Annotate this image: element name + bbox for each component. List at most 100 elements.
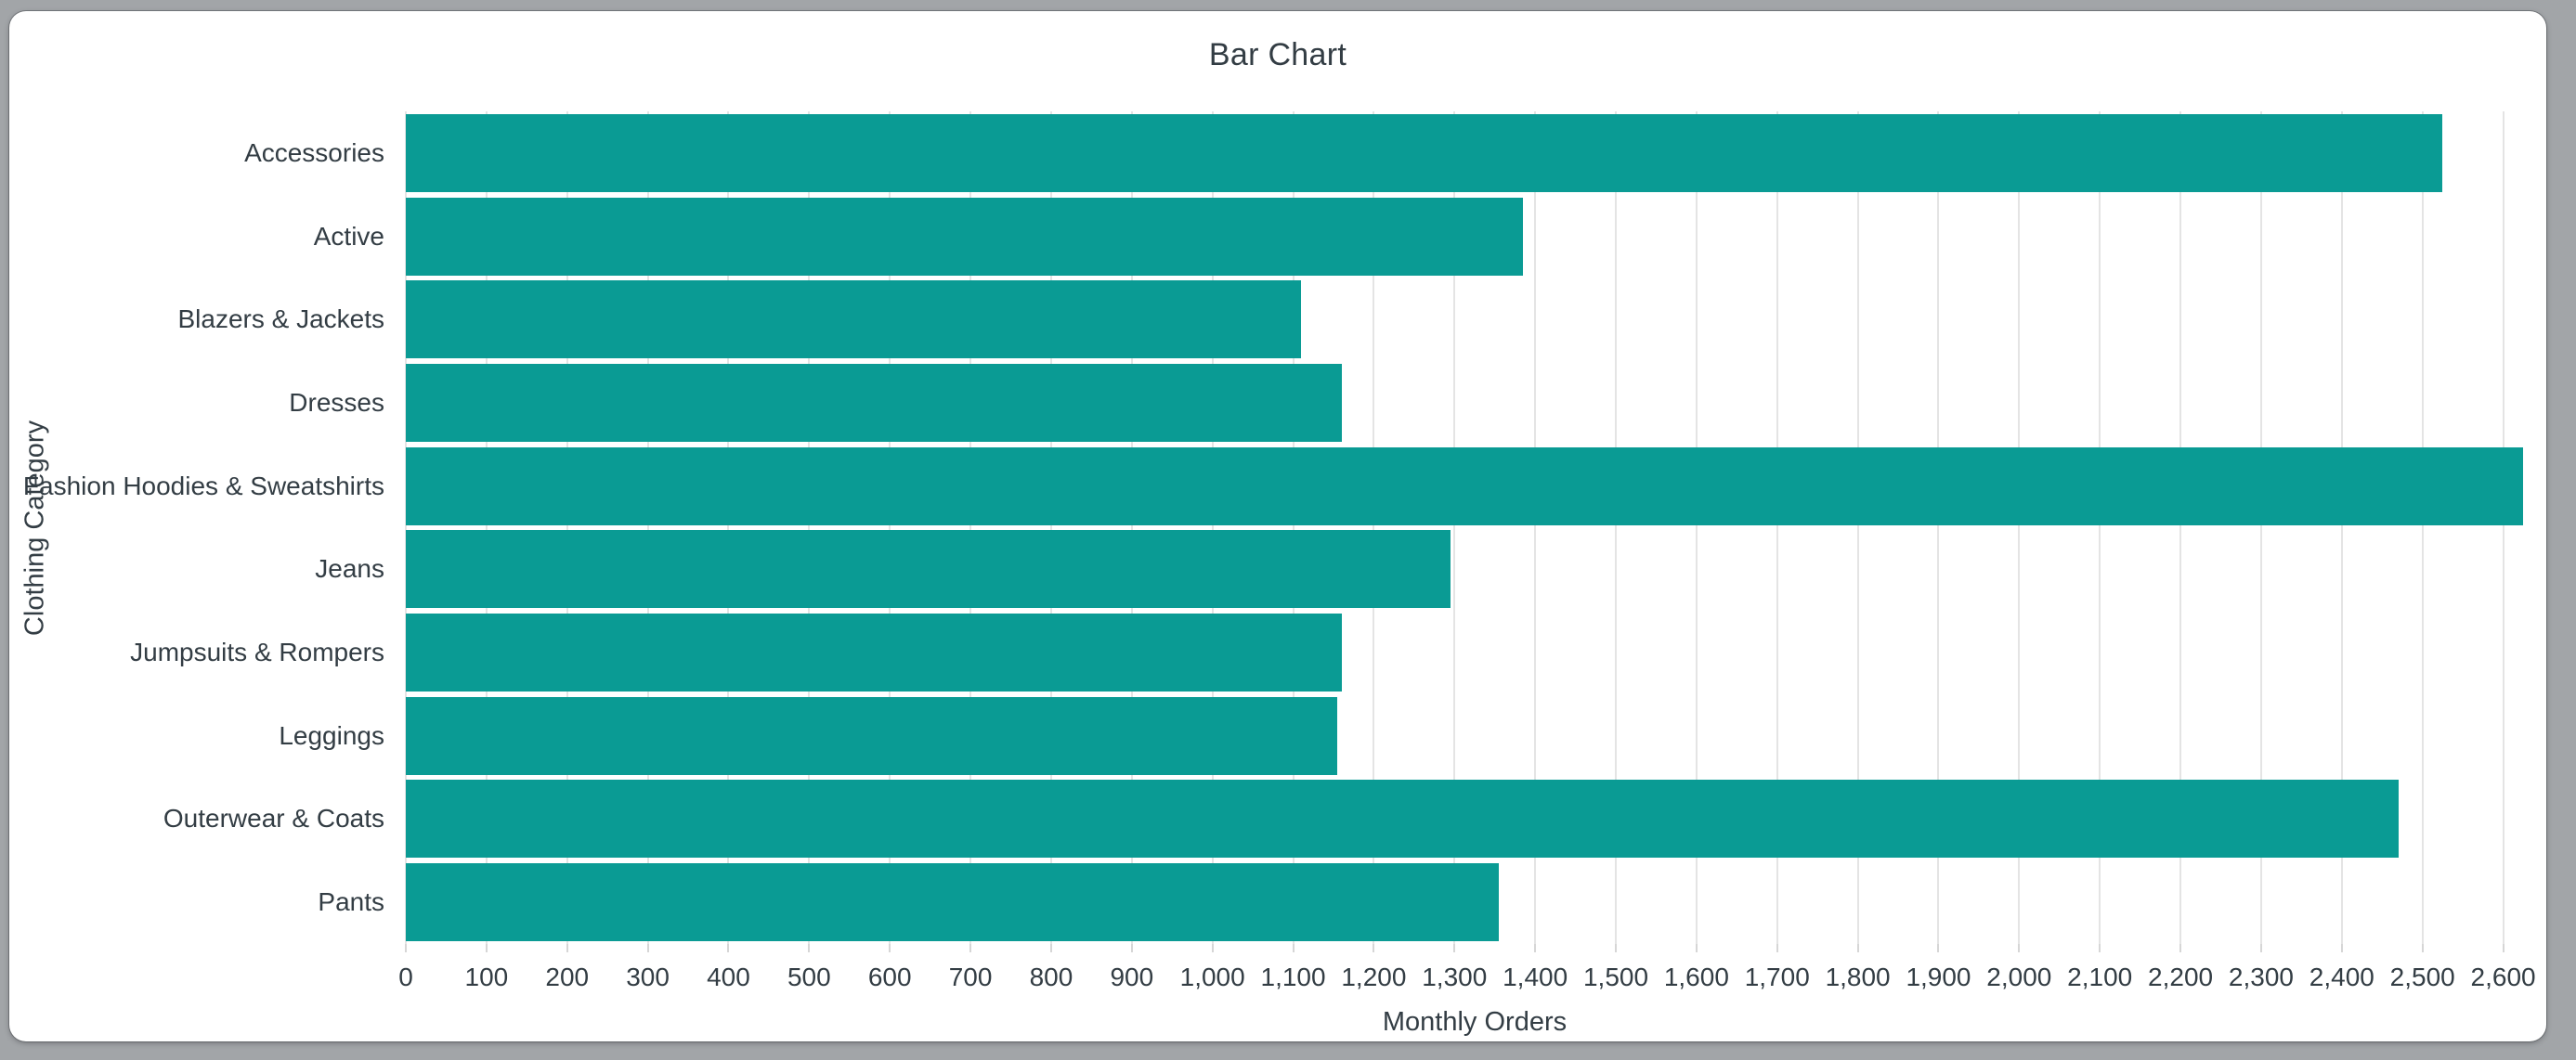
- x-tick-mark: [2018, 944, 2021, 952]
- y-category-label: Blazers & Jackets: [177, 304, 384, 334]
- x-tick-mark: [969, 944, 972, 952]
- x-tick-label: 2,300: [2228, 963, 2294, 991]
- x-tick-mark: [2421, 944, 2424, 952]
- x-tick-label: 2,200: [2148, 963, 2214, 991]
- x-tick-mark: [1130, 944, 1133, 952]
- y-axis-title: Clothing Category: [20, 420, 50, 636]
- x-tick-label: 2,000: [1986, 963, 2052, 991]
- gridline: [1130, 111, 1133, 944]
- x-tick-mark: [566, 944, 568, 952]
- y-category-label: Jumpsuits & Rompers: [130, 638, 384, 667]
- x-tick-mark: [1856, 944, 1859, 952]
- x-tick-label: 700: [948, 963, 993, 991]
- gridline: [1856, 111, 1859, 944]
- x-axis-title: Monthly Orders: [1382, 1007, 1568, 1037]
- x-tick-label: 900: [1110, 963, 1154, 991]
- gridline: [1292, 111, 1295, 944]
- x-tick-label: 1,800: [1825, 963, 1891, 991]
- gridline: [1695, 111, 1698, 944]
- x-tick-label: 1,700: [1744, 963, 1810, 991]
- x-tick-mark: [1292, 944, 1295, 952]
- x-tick-label: 1,500: [1582, 963, 1649, 991]
- bar-outerwear-coats: [406, 780, 2399, 859]
- x-tick-label: 100: [464, 963, 509, 991]
- gridline: [566, 111, 568, 944]
- gridline: [2099, 111, 2101, 944]
- x-tick-mark: [808, 944, 811, 952]
- x-tick-mark: [727, 944, 730, 952]
- x-tick-label: 2,600: [2470, 963, 2536, 991]
- gridline: [2179, 111, 2182, 944]
- gridline: [1937, 111, 1940, 944]
- x-tick-mark: [1049, 944, 1052, 952]
- gridline: [2421, 111, 2424, 944]
- gridline: [646, 111, 649, 944]
- x-tick-label: 0: [398, 963, 413, 991]
- x-tick-label: 600: [867, 963, 912, 991]
- bar-accessories: [406, 113, 2443, 192]
- gridline: [2018, 111, 2021, 944]
- x-tick-label: 400: [707, 963, 750, 991]
- x-tick-label: 1,300: [1422, 963, 1488, 991]
- gridline: [727, 111, 730, 944]
- y-category-label: Outerwear & Coats: [163, 804, 384, 834]
- y-category-label: Active: [313, 221, 384, 251]
- x-tick-mark: [1695, 944, 1698, 952]
- x-tick-mark: [2502, 944, 2504, 952]
- x-tick-mark: [1534, 944, 1537, 952]
- x-tick-label: 1,400: [1503, 963, 1568, 991]
- plot-area: [405, 111, 2543, 944]
- gridline: [1776, 111, 1778, 944]
- x-tick-label: 300: [626, 963, 670, 991]
- x-tick-mark: [2099, 944, 2101, 952]
- y-category-label: Dresses: [289, 387, 384, 417]
- gridline: [1615, 111, 1618, 944]
- y-category-label: Accessories: [244, 137, 384, 167]
- x-tick-mark: [1776, 944, 1778, 952]
- x-tick-label: 1,600: [1663, 963, 1729, 991]
- bar-active: [406, 197, 1524, 276]
- x-tick-label: 1,100: [1260, 963, 1326, 991]
- bar-pants: [406, 863, 1500, 942]
- x-tick-label: 500: [787, 963, 831, 991]
- x-tick-mark: [646, 944, 649, 952]
- chart-card: Bar Chart Clothing Category Accessories A…: [9, 11, 2546, 1041]
- gridline: [2259, 111, 2262, 944]
- x-tick-mark: [1373, 944, 1375, 952]
- x-tick-label: 1,900: [1906, 963, 1971, 991]
- gridline: [2502, 111, 2504, 944]
- x-tick-mark: [2340, 944, 2343, 952]
- bar-jeans: [406, 530, 1451, 609]
- gridline: [1049, 111, 1052, 944]
- gridline: [808, 111, 811, 944]
- bar-leggings: [406, 696, 1338, 775]
- x-tick-mark: [405, 944, 407, 952]
- gridline: [1453, 111, 1456, 944]
- x-tick-label: 1,000: [1179, 963, 1245, 991]
- gridline: [969, 111, 972, 944]
- x-tick-mark: [1211, 944, 1214, 952]
- x-tick-mark: [1937, 944, 1940, 952]
- gridline: [405, 111, 407, 944]
- bar-jumpsuits-rompers: [406, 614, 1342, 692]
- y-category-label: Leggings: [279, 720, 384, 750]
- x-tick-mark: [1453, 944, 1456, 952]
- y-category-label: Jeans: [315, 554, 384, 584]
- chart-title: Bar Chart: [1208, 37, 1347, 72]
- gridline: [1211, 111, 1214, 944]
- bar-fashion-hoodies-sweatshirts: [406, 446, 2524, 525]
- y-category-label: Pants: [318, 887, 384, 917]
- gridline: [889, 111, 891, 944]
- x-tick-label: 800: [1029, 963, 1073, 991]
- x-tick-mark: [2179, 944, 2182, 952]
- bar-blazers-jackets: [406, 280, 1302, 359]
- x-tick-mark: [2259, 944, 2262, 952]
- x-tick-mark: [485, 944, 488, 952]
- x-tick-label: 2,500: [2389, 963, 2455, 991]
- gridline: [1373, 111, 1375, 944]
- x-tick-label: 2,100: [2067, 963, 2133, 991]
- x-tick-mark: [1615, 944, 1618, 952]
- x-tick-label: 200: [545, 963, 590, 991]
- y-category-label: Fashion Hoodies & Sweatshirts: [22, 471, 384, 500]
- bar-dresses: [406, 363, 1342, 442]
